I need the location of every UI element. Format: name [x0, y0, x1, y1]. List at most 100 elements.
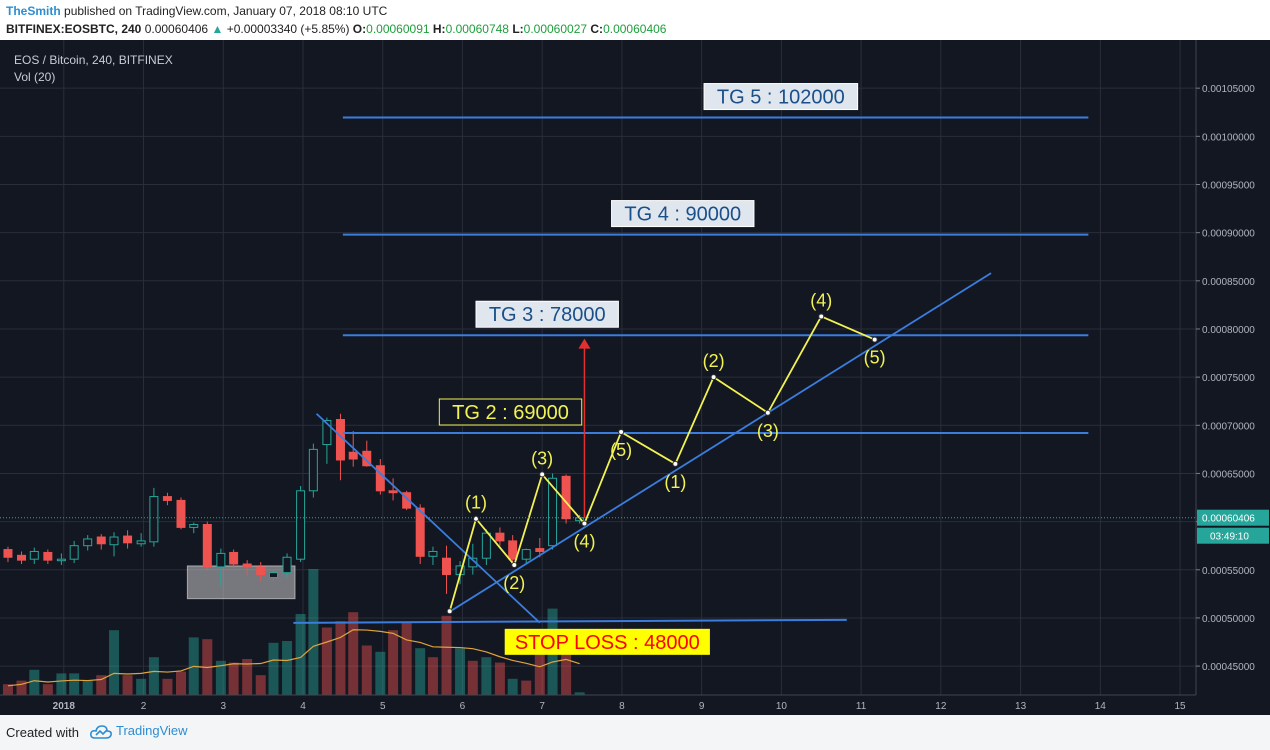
candle-body — [83, 538, 93, 547]
price-chart[interactable]: (1) (2) (3) (4) (5) (1) (2) (3) (4) (5) TG 5 : 102… — [0, 40, 1270, 715]
volume-bar — [282, 641, 293, 695]
candle-body — [428, 550, 438, 557]
publication-line: TheSmith published on TradingView.com, J… — [6, 4, 387, 18]
stop-loss-label-box — [504, 628, 710, 655]
tradingview-cloud-icon — [90, 724, 112, 739]
wave-label: (2) — [503, 573, 525, 593]
volume-bar — [56, 673, 67, 695]
candle-body — [56, 558, 66, 562]
candle-body — [362, 450, 372, 467]
price-tick-label: 0.00055000 — [1202, 566, 1255, 577]
quote-line: BITFINEX:EOSBTC, 240 0.00060406 ▲ +0.000… — [6, 22, 666, 36]
wave-label: (3) — [531, 448, 553, 468]
open-label: O: — [352, 22, 367, 36]
current-price-tag — [1197, 509, 1269, 526]
wave-label: (1) — [465, 493, 487, 513]
time-tick-label: 9 — [699, 701, 705, 712]
time-tick-label: 12 — [935, 701, 947, 712]
target-label-box — [438, 398, 583, 426]
price-tick-label: 0.00095000 — [1202, 180, 1255, 191]
price-axis-background — [1196, 40, 1270, 715]
volume-bar — [122, 675, 133, 695]
wave-point — [539, 471, 546, 478]
candle-body — [442, 557, 452, 576]
volume-bar — [162, 678, 173, 695]
volume-bar — [388, 630, 399, 695]
volume-bar — [2, 684, 13, 695]
volume-bar — [561, 639, 572, 695]
candle-body — [96, 536, 106, 545]
price-tick-label: 0.00045000 — [1202, 662, 1255, 673]
volume-bar — [16, 680, 27, 695]
candle-body — [17, 554, 27, 561]
time-tick-label: 8 — [619, 701, 625, 712]
candle-body — [3, 549, 13, 558]
wave-label: (5) — [864, 348, 886, 368]
volume-bar — [255, 675, 266, 695]
price-tick-label: 0.00105000 — [1202, 84, 1255, 95]
target-label: TG 4 : 90000 — [624, 204, 741, 226]
wave-label: (1) — [664, 472, 686, 492]
time-tick-label: 3 — [220, 701, 226, 712]
price-tick-label: 0.00085000 — [1202, 277, 1255, 288]
volume-bar — [96, 675, 107, 695]
volume-bar — [427, 657, 438, 695]
wave-label: (2) — [703, 351, 725, 371]
volume-bar — [375, 651, 386, 695]
chart-legend-title: EOS / Bitcoin, 240, BITFINEX — [14, 53, 173, 67]
time-tick-label: 2 — [141, 701, 147, 712]
wave-label: (5) — [610, 440, 632, 460]
publication-header: TheSmith published on TradingView.com, J… — [0, 0, 1270, 40]
volume-bar — [136, 678, 147, 695]
volume-bar — [29, 669, 40, 695]
time-tick-label: 4 — [300, 701, 306, 712]
wave-point — [473, 515, 480, 522]
volume-bar — [242, 659, 253, 695]
time-tick-label: 7 — [539, 701, 545, 712]
volume-bar — [42, 684, 53, 695]
candle-body — [268, 572, 278, 578]
volume-bar — [534, 644, 545, 695]
wave-point — [818, 313, 825, 320]
wave-point — [618, 429, 625, 436]
candle-body — [375, 465, 385, 492]
candle-body — [308, 448, 318, 492]
countdown-tag — [1197, 527, 1269, 544]
volume-bar — [441, 615, 452, 695]
candle-body — [29, 550, 39, 560]
tradingview-link[interactable]: TradingView — [90, 723, 188, 739]
author-link[interactable]: TheSmith — [6, 4, 61, 18]
price-tick-label: 0.00065000 — [1202, 469, 1255, 480]
candle-body — [282, 556, 292, 574]
support-zone-box — [186, 565, 296, 600]
volume-bar — [308, 569, 319, 695]
wave-point — [581, 520, 588, 527]
volume-bar — [521, 680, 532, 695]
candle-body — [109, 536, 119, 546]
close-value: 0.00060406 — [603, 22, 667, 36]
target-label-box — [703, 83, 859, 111]
target-label: TG 3 : 78000 — [489, 304, 606, 326]
candle-body — [216, 552, 226, 568]
volume-ma-line — [7, 629, 580, 687]
wave-point — [446, 608, 453, 615]
chart-area[interactable]: (1) (2) (3) (4) (5) (1) (2) (3) (4) (5) TG 5 : 102… — [0, 40, 1270, 715]
volume-bar — [321, 627, 332, 695]
low-label: L: — [512, 22, 524, 36]
stop-loss-line — [293, 618, 847, 624]
elliott-wave-path — [620, 315, 876, 466]
volume-bar — [415, 648, 426, 695]
target-label: TG 5 : 102000 — [717, 87, 845, 109]
wave-point — [871, 336, 878, 343]
price-tick-label: 0.00050000 — [1202, 614, 1255, 625]
volume-bar — [109, 630, 120, 695]
volume-bar — [175, 671, 186, 695]
volume-bar — [82, 680, 93, 695]
volume-legend: Vol (20) — [14, 70, 56, 84]
price-tick-label: 0.00100000 — [1202, 132, 1255, 143]
low-value: 0.00060027 — [523, 22, 588, 36]
candle-body — [348, 451, 358, 460]
volume-bar — [268, 642, 279, 695]
stop-loss-label: STOP LOSS : 48000 — [515, 632, 700, 654]
wave-point — [710, 374, 717, 381]
